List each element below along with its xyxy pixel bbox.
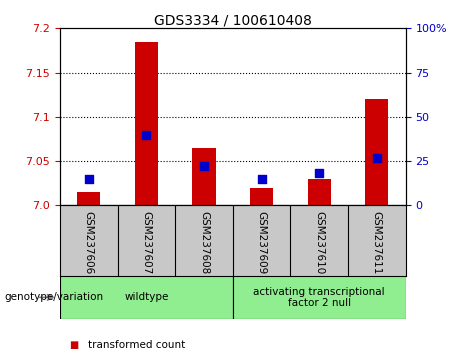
Text: GSM237607: GSM237607 bbox=[142, 211, 151, 274]
Point bbox=[85, 176, 92, 182]
Text: GSM237610: GSM237610 bbox=[314, 211, 324, 274]
Bar bbox=[77, 192, 100, 205]
Bar bbox=[308, 179, 331, 205]
Bar bbox=[193, 148, 216, 205]
Bar bbox=[365, 99, 388, 205]
Point bbox=[258, 176, 266, 182]
Text: activating transcriptional
factor 2 null: activating transcriptional factor 2 null bbox=[254, 286, 385, 308]
Point bbox=[142, 132, 150, 137]
Bar bbox=[60, 276, 233, 319]
Text: GSM237606: GSM237606 bbox=[84, 211, 94, 274]
Bar bbox=[250, 188, 273, 205]
Point bbox=[200, 164, 207, 169]
Bar bbox=[135, 42, 158, 205]
Title: GDS3334 / 100610408: GDS3334 / 100610408 bbox=[154, 13, 312, 27]
Point bbox=[373, 155, 381, 160]
Text: GSM237609: GSM237609 bbox=[257, 211, 266, 274]
Text: transformed count: transformed count bbox=[88, 340, 185, 350]
Text: ■: ■ bbox=[69, 340, 78, 350]
Text: genotype/variation: genotype/variation bbox=[5, 292, 104, 302]
Text: wildtype: wildtype bbox=[124, 292, 169, 302]
Text: GSM237608: GSM237608 bbox=[199, 211, 209, 274]
Bar bbox=[233, 276, 406, 319]
Point bbox=[315, 171, 323, 176]
Text: GSM237611: GSM237611 bbox=[372, 211, 382, 274]
